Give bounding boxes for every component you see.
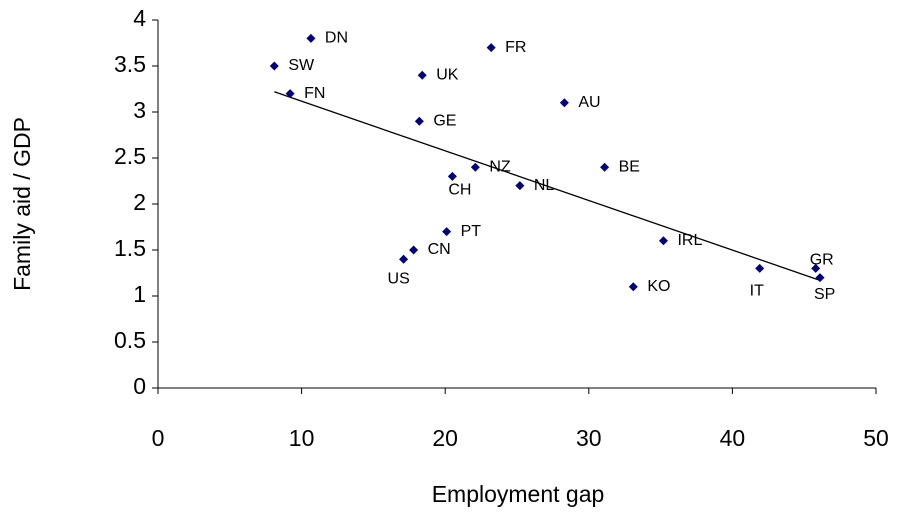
point-label: AU [578, 94, 600, 111]
point [417, 70, 427, 80]
point [442, 227, 452, 237]
point [269, 61, 279, 71]
y-tick-label: 0.5 [114, 327, 146, 353]
point-label: PT [461, 223, 482, 240]
x-axis-title: Employment gap [432, 481, 605, 507]
point-label: GR [810, 252, 834, 269]
point [755, 263, 765, 273]
point-label: SP [814, 286, 835, 303]
point-label: IT [750, 283, 764, 300]
point [811, 263, 821, 273]
x-tick-label: 0 [152, 425, 165, 451]
point-label: CN [428, 241, 451, 258]
y-tick-label: 1 [133, 281, 146, 307]
x-tick-label: 40 [720, 425, 746, 451]
point [414, 116, 424, 126]
point [486, 43, 496, 53]
point [559, 98, 569, 108]
point-label: US [388, 270, 410, 287]
point [470, 162, 480, 172]
point-label: CH [448, 182, 471, 199]
x-tick-label: 30 [576, 425, 602, 451]
point-label: DN [325, 30, 348, 47]
point [285, 89, 295, 99]
point-label: NL [534, 177, 555, 194]
x-tick-label: 50 [863, 425, 889, 451]
point [600, 162, 610, 172]
point-label: BE [619, 158, 640, 175]
point [658, 236, 668, 246]
y-tick-label: 2.5 [114, 143, 146, 169]
x-tick-label: 20 [432, 425, 458, 451]
point [447, 171, 457, 181]
y-tick-label: 0 [133, 373, 146, 399]
trendline [274, 91, 821, 281]
y-tick-label: 1.5 [114, 235, 146, 261]
point [815, 273, 825, 283]
point [409, 245, 419, 255]
y-tick-label: 2 [133, 189, 146, 215]
point-label: IRL [677, 232, 702, 249]
y-tick-label: 3 [133, 97, 146, 123]
point [628, 282, 638, 292]
x-tick-label: 10 [289, 425, 315, 451]
point [515, 181, 525, 191]
y-axis-title: Family aid / GDP [9, 117, 35, 291]
point-label: NZ [489, 158, 511, 175]
point [399, 254, 409, 264]
point-label: SW [288, 57, 315, 74]
point-label: GE [433, 112, 456, 129]
point-label: KO [647, 278, 670, 295]
y-tick-label: 4 [133, 5, 146, 31]
point [306, 33, 316, 43]
point-label: FN [304, 85, 325, 102]
y-tick-label: 3.5 [114, 51, 146, 77]
point-label: UK [436, 66, 459, 83]
point-label: FR [505, 39, 526, 56]
